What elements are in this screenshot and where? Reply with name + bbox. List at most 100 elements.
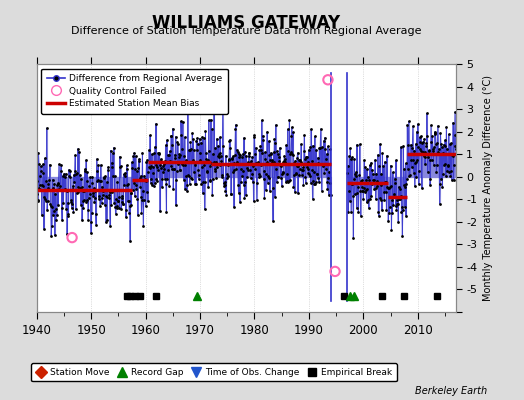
- Point: [169, 125, 177, 132]
- Point: [292, 171, 300, 178]
- Point: [135, 157, 143, 164]
- Point: [233, 146, 241, 153]
- Point: [99, 194, 107, 201]
- Point: [41, 155, 49, 162]
- Point: [93, 168, 101, 174]
- Point: [431, 131, 440, 137]
- Point: [175, 153, 183, 160]
- Point: [428, 133, 436, 139]
- Point: [347, 181, 356, 187]
- Point: [433, 162, 441, 168]
- Point: [227, 156, 236, 162]
- Point: [381, 179, 389, 186]
- Point: [178, 161, 186, 167]
- Point: [388, 210, 397, 216]
- Point: [129, 186, 137, 193]
- Point: [304, 146, 313, 153]
- Point: [216, 150, 225, 157]
- Point: [249, 163, 257, 169]
- Point: [70, 179, 79, 185]
- Point: [265, 138, 273, 144]
- Point: [311, 178, 320, 185]
- Point: [421, 154, 430, 160]
- Point: [261, 187, 270, 193]
- Point: [289, 184, 298, 190]
- Point: [138, 197, 146, 204]
- Point: [418, 185, 426, 191]
- Point: [353, 190, 362, 196]
- Point: [140, 172, 148, 179]
- Point: [111, 204, 119, 210]
- Point: [344, 208, 353, 215]
- Point: [291, 170, 300, 176]
- Point: [319, 162, 327, 169]
- Point: [42, 125, 51, 131]
- Point: [193, 147, 201, 153]
- Point: [439, 170, 447, 177]
- Point: [301, 179, 310, 186]
- Point: [49, 185, 58, 191]
- Point: [430, 162, 438, 168]
- Point: [46, 201, 54, 207]
- Point: [307, 126, 315, 132]
- Point: [227, 191, 235, 197]
- Point: [231, 125, 239, 132]
- Point: [246, 160, 254, 166]
- Point: [412, 159, 421, 165]
- Point: [79, 188, 87, 194]
- Point: [405, 118, 413, 124]
- Point: [264, 180, 272, 186]
- Point: [190, 169, 198, 176]
- Point: [250, 132, 259, 138]
- Point: [309, 142, 317, 149]
- Point: [447, 177, 456, 183]
- Point: [134, 212, 142, 218]
- Point: [315, 179, 323, 185]
- Point: [85, 195, 93, 201]
- Point: [444, 131, 453, 138]
- Point: [257, 147, 265, 153]
- Point: [124, 198, 132, 204]
- Point: [390, 193, 398, 199]
- Point: [125, 210, 134, 216]
- Point: [143, 157, 151, 163]
- Point: [178, 146, 187, 152]
- Point: [281, 156, 289, 163]
- Point: [356, 213, 365, 219]
- Point: [113, 203, 121, 210]
- Point: [310, 169, 319, 176]
- Point: [233, 159, 242, 165]
- Point: [238, 173, 246, 179]
- Point: [252, 145, 260, 151]
- Point: [363, 166, 371, 172]
- Point: [230, 167, 238, 173]
- Point: [78, 198, 86, 204]
- Point: [166, 158, 174, 164]
- Point: [57, 168, 65, 174]
- Point: [256, 173, 264, 180]
- Point: [263, 128, 271, 135]
- Point: [105, 189, 114, 196]
- Point: [414, 181, 423, 188]
- Point: [388, 197, 396, 204]
- Point: [376, 195, 384, 201]
- Point: [169, 186, 178, 192]
- Point: [149, 164, 157, 170]
- Point: [394, 219, 402, 225]
- Point: [312, 147, 320, 153]
- Point: [136, 173, 145, 179]
- Point: [387, 183, 395, 189]
- Point: [243, 174, 252, 181]
- Point: [52, 212, 61, 218]
- Point: [51, 191, 59, 197]
- Point: [318, 161, 326, 167]
- Point: [364, 174, 372, 180]
- Point: [114, 198, 123, 204]
- Point: [213, 164, 222, 170]
- Point: [319, 162, 328, 168]
- Point: [365, 205, 373, 211]
- Point: [420, 152, 428, 159]
- Point: [180, 134, 189, 140]
- Point: [174, 151, 183, 158]
- Point: [269, 149, 278, 155]
